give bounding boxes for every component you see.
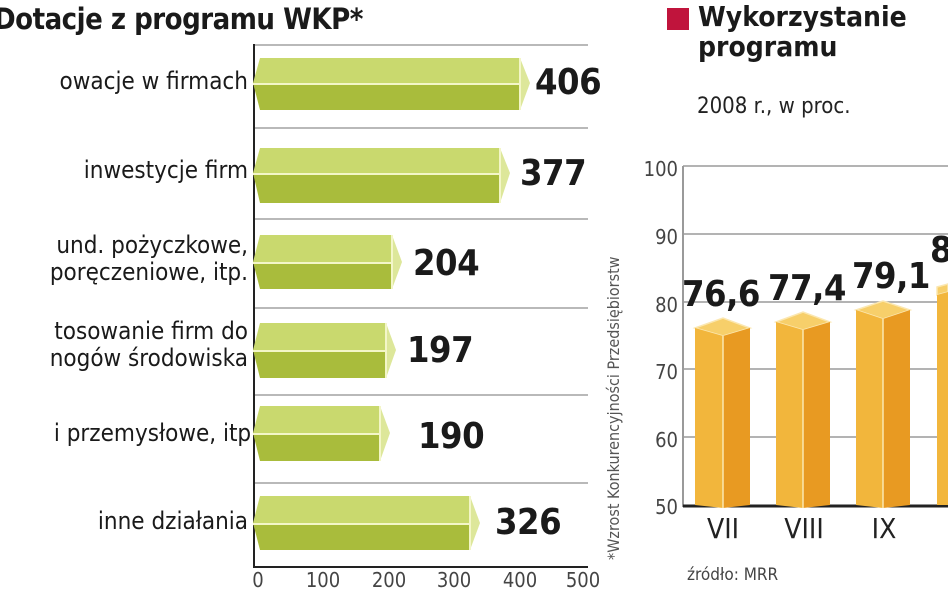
y-tick: 100 [643,157,678,181]
source-note: źródło: MRR [687,565,779,585]
category-label: inne działania [97,507,248,535]
bar-406 [253,58,530,110]
y-tick: 60 [655,428,678,452]
bar-IX [853,300,913,508]
y-tick: 90 [655,225,678,249]
bar-326 [253,496,480,550]
y-tick: 70 [655,360,678,384]
y-tick: 80 [655,293,678,317]
y-axis-line [253,44,255,567]
left-chart-title: Dotacje z programu WKP* [0,2,363,36]
category-label: i przemysłowe, itp. [53,419,258,447]
x-axis-line [253,566,588,568]
gridline [253,307,588,309]
x-tick: 500 [565,568,601,592]
y-tick: 50 [655,495,678,519]
value-label: 77,4 [768,268,846,309]
value-label: 326 [495,502,562,543]
right-chart-title: Wykorzystanie programu [698,0,907,63]
gridline [253,394,588,396]
x-tick: 400 [502,568,538,592]
month-label: VII [706,512,740,545]
gridline [253,218,588,220]
value-label: 377 [520,153,587,194]
category-label: und. pożyczkowe, poręczeniowe, itp. [49,231,248,286]
category-label: inwestycje firm [83,156,248,184]
month-label: IX [871,512,897,545]
gridline [253,482,588,484]
gridline [253,127,588,129]
bar-377 [253,148,510,203]
value-label: 79,1 [852,256,930,297]
value-label: 204 [413,243,480,284]
x-tick: 100 [305,568,341,592]
value-label: 406 [535,62,602,103]
value-label: 197 [407,330,474,371]
x-tick: 300 [436,568,472,592]
legend-swatch [667,8,689,30]
category-label: owacje w firmach [59,67,248,95]
bar-X [936,283,948,505]
bar-190 [253,406,390,461]
month-label: VIII [784,512,824,545]
x-tick: 0 [252,568,264,592]
bar-VII [692,317,753,508]
value-label: 190 [418,416,485,457]
value-label: 76,6 [682,274,760,315]
bar-VIII [773,311,833,508]
gridline [253,44,588,46]
bar-197 [253,323,396,378]
x-tick: 200 [371,568,407,592]
category-label: tosowanie firm do nogów środowiska [49,317,248,372]
bar-204 [253,235,402,289]
right-chart-subtitle: 2008 r., w proc. [697,94,851,119]
value-label: 8 [930,230,948,271]
